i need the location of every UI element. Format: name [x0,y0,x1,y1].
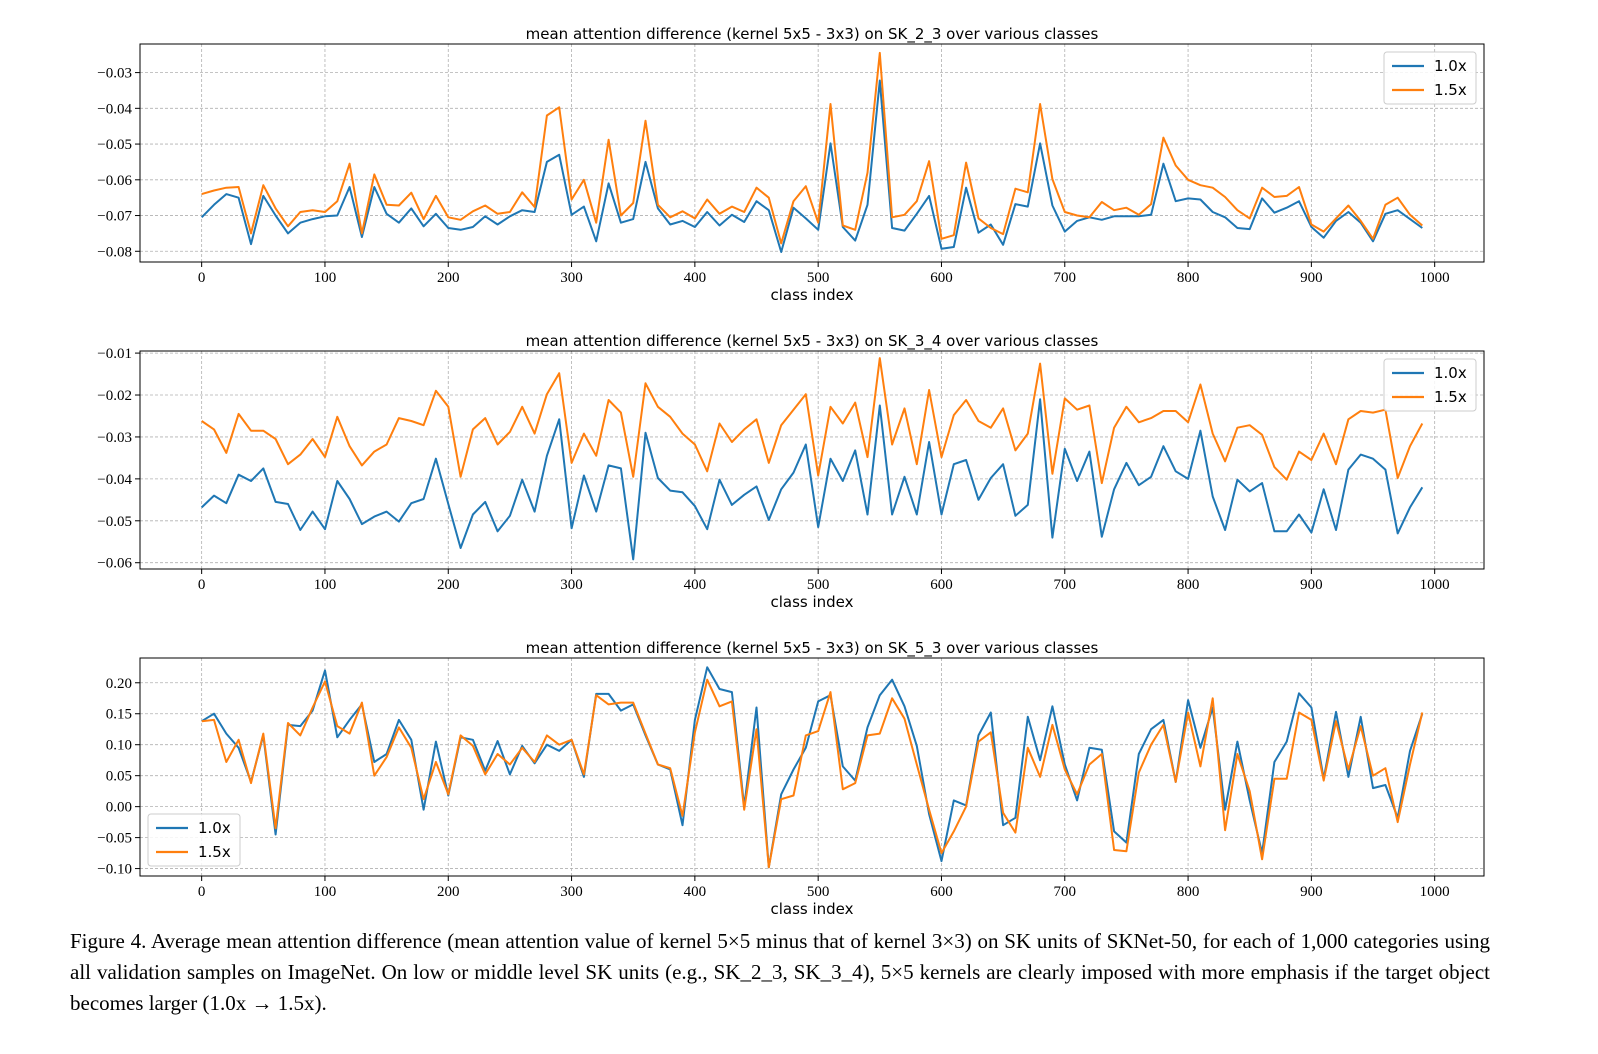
chart-title: mean attention difference (kernel 5x5 - … [526,25,1099,44]
legend-label-1-0x: 1.0x [1434,364,1467,382]
x-tick-label: 700 [1054,884,1077,900]
y-tick-label: −0.04 [97,472,132,488]
plot-frame [139,43,1485,263]
x-tick-label: 900 [1300,577,1323,593]
legend-label-1-0x: 1.0x [1434,57,1467,75]
series-line-1-0x [200,79,1423,253]
plot-frame [139,657,1485,877]
x-tick-label: 300 [560,270,583,286]
x-tick-label: 100 [314,577,337,593]
x-tick-label: 600 [930,577,953,593]
y-tick-label: −0.04 [97,101,132,117]
x-tick-label: 300 [560,577,583,593]
x-tick-label: 500 [807,270,830,286]
legend-label-1-5x: 1.5x [1434,81,1467,99]
x-tick-label: 0 [198,577,206,593]
chart-panel-sk-5-3: 0 100 200 300 400 500 600 700 800 900 1000 −0.10 −0.… [97,639,1485,918]
y-tick-label: −0.03 [97,430,132,446]
figure-caption: Figure 4. Average mean attention differe… [70,929,1490,1015]
legend-label-1-5x: 1.5x [198,843,231,861]
plot-frame [139,350,1485,570]
y-tick-label: −0.07 [97,209,132,225]
x-tick-label: 500 [807,577,830,593]
x-tick-label: 700 [1054,577,1077,593]
x-tick-label: 900 [1300,270,1323,286]
chart-title: mean attention difference (kernel 5x5 - … [526,639,1099,658]
x-tick-label: 0 [198,884,206,900]
y-tick-label: 0.05 [106,769,132,785]
x-tick-label: 1000 [1420,577,1450,593]
x-axis-label: class index [770,900,853,918]
y-tick-label: 0.20 [106,676,132,692]
x-tick-label: 100 [314,884,337,900]
x-tick-label: 100 [314,270,337,286]
y-tick-label: −0.08 [97,244,132,260]
legend: 1.0x 1.5x [147,813,241,867]
y-tick-label: −0.06 [97,556,132,572]
x-tick-label: 400 [684,577,707,593]
y-tick-label: 0.00 [106,800,132,816]
y-tick-label: −0.05 [97,137,132,153]
x-tick-label: 700 [1054,270,1077,286]
y-tick-label: 0.10 [106,738,132,754]
legend: 1.0x 1.5x [1383,51,1477,105]
series-line-1-5x [201,51,1423,245]
x-tick-label: 300 [560,884,583,900]
x-tick-label: 800 [1177,577,1200,593]
x-tick-label: 1000 [1420,884,1450,900]
x-tick-label: 600 [930,270,953,286]
y-tick-label: −0.06 [97,173,132,189]
chart-panel-sk-2-3: 0 100 200 300 400 500 600 700 800 900 1000 −0.08 −0.… [97,25,1485,304]
x-tick-label: 200 [437,270,460,286]
series-line-1-5x [201,357,1424,485]
y-tick-label: −0.05 [97,831,132,847]
x-tick-label: 400 [684,884,707,900]
x-tick-label: 500 [807,884,830,900]
series-line-1-0x [201,398,1424,561]
x-tick-label: 200 [437,884,460,900]
y-tick-label: 0.15 [106,707,132,723]
series-line-1-5x [201,678,1424,869]
x-tick-label: 800 [1177,884,1200,900]
x-tick-label: 800 [1177,270,1200,286]
y-tick-label: −0.05 [97,514,132,530]
y-tick-label: −0.02 [97,388,132,404]
legend-label-1-5x: 1.5x [1434,388,1467,406]
x-tick-label: 200 [437,577,460,593]
legend-label-1-0x: 1.0x [198,819,231,837]
x-tick-label: 600 [930,884,953,900]
chart-panel-sk-3-4: 0 100 200 300 400 500 600 700 800 900 1000 −0.06 −0.… [97,332,1485,611]
y-tick-label: −0.10 [97,862,132,878]
figure-canvas: 0 100 200 300 400 500 600 700 800 900 1000−0.08−0.… [97,25,1485,918]
x-axis-label: class index [770,286,853,304]
x-tick-label: 400 [684,270,707,286]
x-axis-label: class index [770,593,853,611]
x-tick-label: 0 [198,270,206,286]
chart-title: mean attention difference (kernel 5x5 - … [526,332,1099,351]
x-tick-label: 900 [1300,884,1323,900]
x-tick-label: 1000 [1420,270,1450,286]
legend: 1.0x 1.5x [1383,358,1477,412]
y-tick-label: −0.03 [97,66,132,82]
y-tick-label: −0.01 [97,346,132,362]
